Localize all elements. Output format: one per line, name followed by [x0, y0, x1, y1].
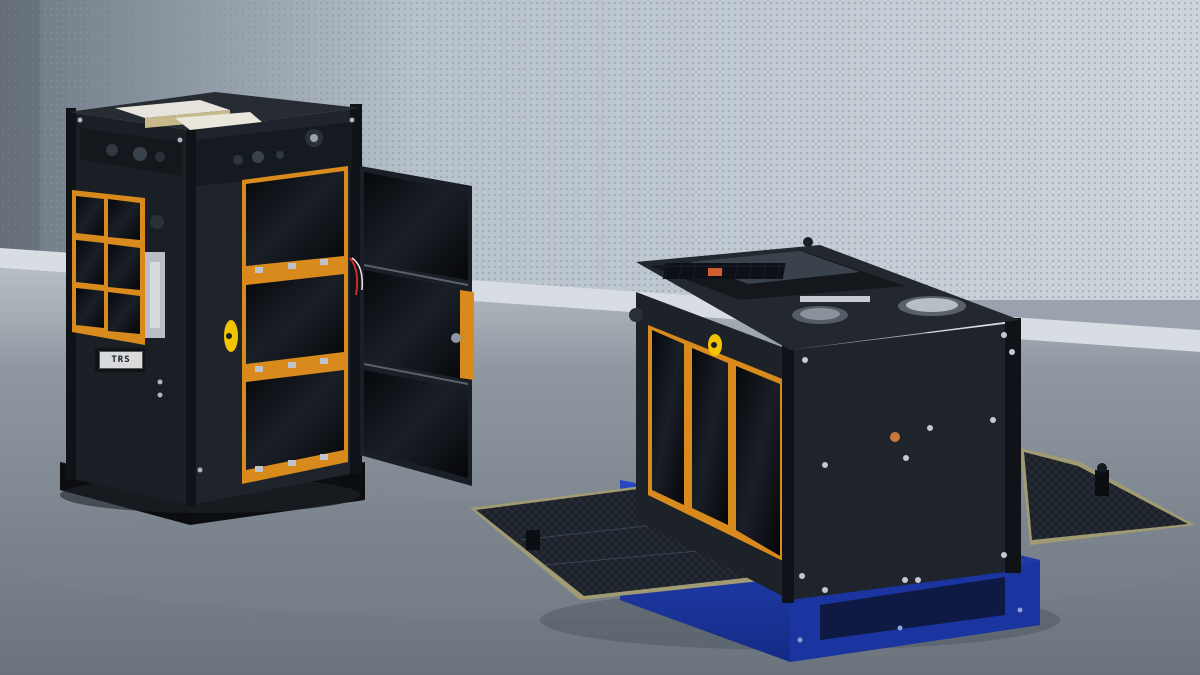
cubesat-right	[470, 237, 1195, 662]
side-label-tag: TRS	[99, 351, 143, 369]
cubesat-left	[60, 92, 474, 525]
